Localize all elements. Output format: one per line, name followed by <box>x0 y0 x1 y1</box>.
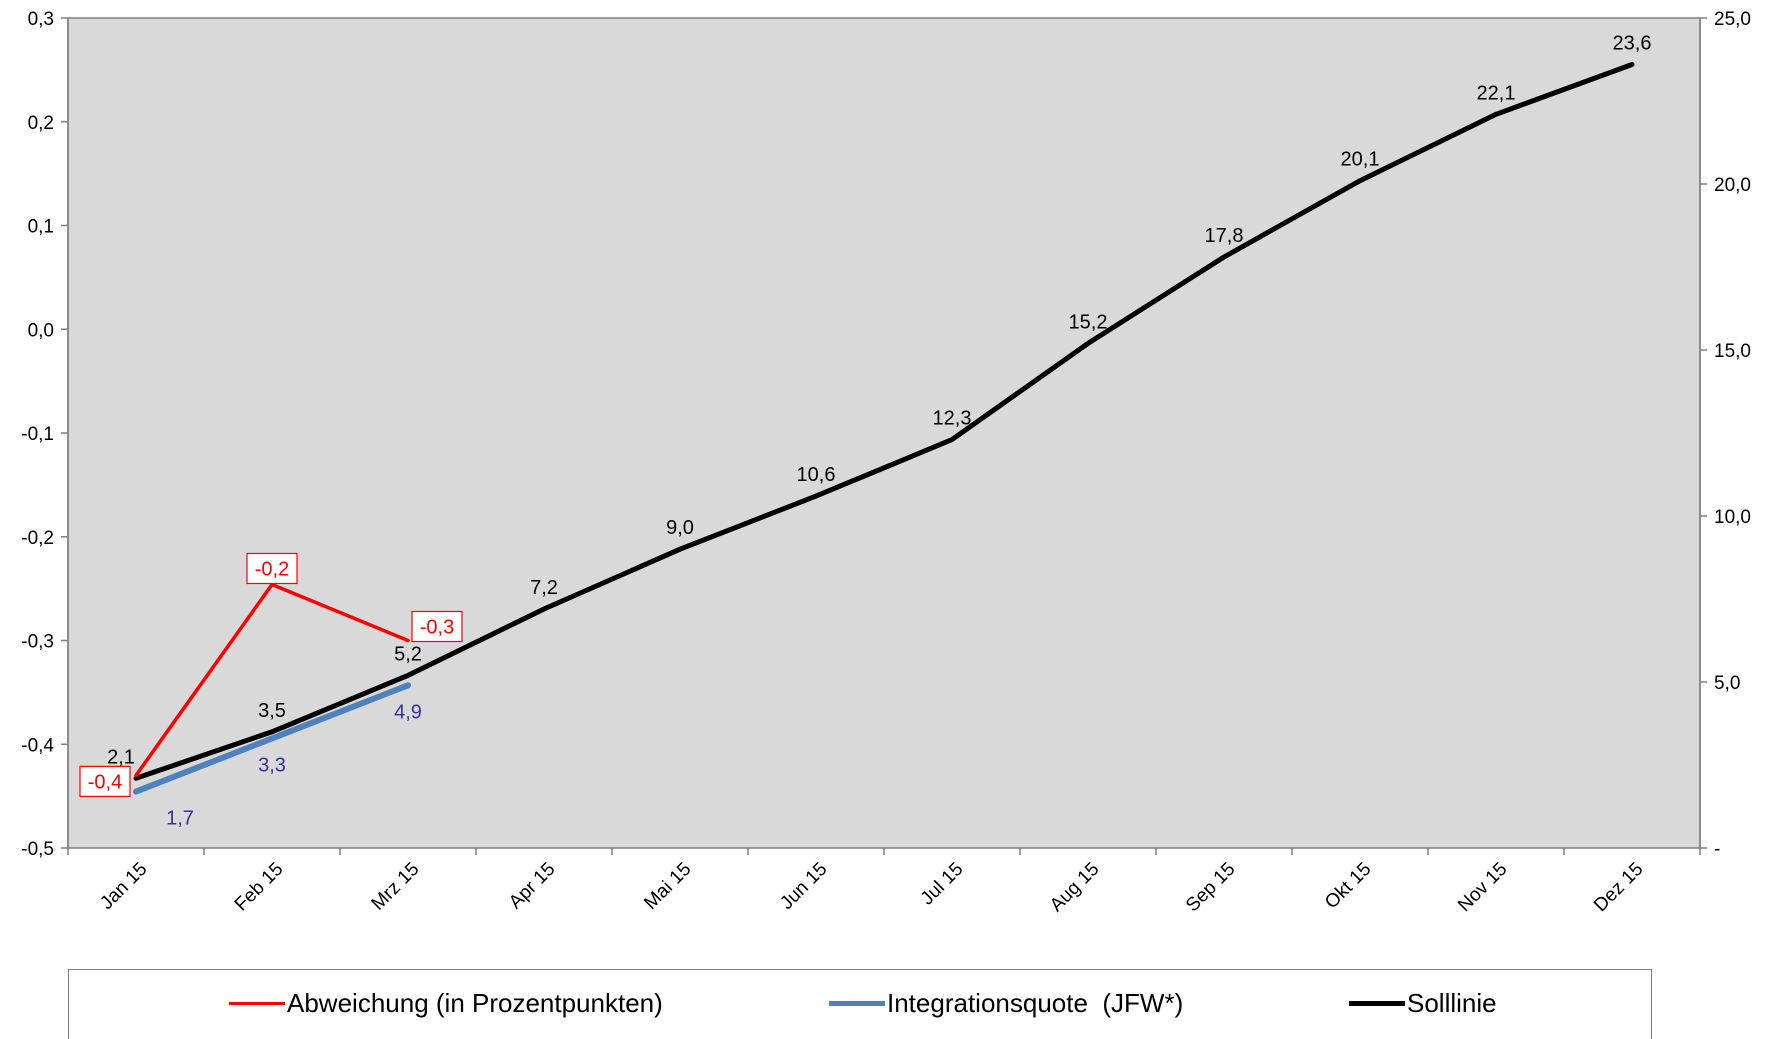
data-label-box <box>79 765 131 797</box>
left-tick-label: -0,5 <box>21 839 54 860</box>
data-label-solllinie: 3,5 <box>258 700 286 722</box>
data-label-abweichung: -0,2 <box>255 558 289 580</box>
data-label-box <box>246 552 298 585</box>
data-label-solllinie: 22,1 <box>1477 82 1516 104</box>
left-tick-label: 0,3 <box>28 9 54 30</box>
right-tick-label: - <box>1714 839 1720 860</box>
x-tick-label: Jul 15 <box>917 859 968 910</box>
series-line-2 <box>133 62 1635 781</box>
legend-swatch-blue <box>829 1001 885 1006</box>
series-lines <box>133 62 1635 795</box>
left-tick-label: 0,0 <box>28 320 54 341</box>
x-tick-label: Nov 15 <box>1454 859 1511 916</box>
x-tick-label: Mrz 15 <box>368 859 424 915</box>
data-label-integrationsquote: 1,7 <box>166 808 194 830</box>
legend-item-integrationsquote: Integrationsquote (JFW*) <box>829 988 1183 1019</box>
data-label-solllinie: 12,3 <box>933 408 972 430</box>
x-tick-label: Feb 15 <box>231 859 288 916</box>
right-tick-label: 5,0 <box>1714 673 1740 694</box>
series-line-0 <box>134 582 410 778</box>
legend: Abweichung (in Prozentpunkten) Integrati… <box>68 969 1652 1039</box>
data-label-abweichung: -0,3 <box>420 617 454 639</box>
data-label-solllinie: 23,6 <box>1613 32 1652 54</box>
left-tick-label: -0,2 <box>21 528 54 549</box>
left-tick-label: -0,3 <box>21 632 54 653</box>
x-tick-label: Sep 15 <box>1182 859 1239 916</box>
x-tick-label: Dez 15 <box>1590 859 1647 916</box>
right-tick-label: 25,0 <box>1714 9 1751 30</box>
data-label-solllinie: 17,8 <box>1205 225 1244 247</box>
x-tick-label: Aug 15 <box>1046 859 1103 916</box>
legend-label: Solllinie <box>1407 988 1497 1018</box>
legend-item-solllinie: Solllinie <box>1349 988 1497 1019</box>
data-label-solllinie: 2,1 <box>107 746 135 768</box>
data-label-solllinie: 7,2 <box>530 577 558 599</box>
x-tick-label: Okt 15 <box>1321 859 1375 913</box>
data-label-solllinie: 15,2 <box>1069 311 1108 333</box>
data-label-solllinie: 20,1 <box>1341 149 1380 171</box>
left-tick-label: 0,2 <box>28 113 54 134</box>
data-label-abweichung: -0,4 <box>88 771 122 793</box>
x-tick-label: Jan 15 <box>96 859 151 914</box>
left-tick-label: 0,1 <box>28 217 54 238</box>
left-tick-label: -0,1 <box>21 424 54 445</box>
data-label-integrationsquote: 4,9 <box>394 701 422 723</box>
data-label-box <box>411 610 463 643</box>
legend-label: Abweichung (in Prozentpunkten) <box>287 988 663 1018</box>
data-label-solllinie: 10,6 <box>797 464 836 486</box>
data-label-integrationsquote: 3,3 <box>258 754 286 776</box>
legend-label: Integrationsquote (JFW*) <box>887 988 1184 1018</box>
series-line-1 <box>133 682 411 795</box>
data-label-solllinie: 9,0 <box>666 517 694 539</box>
x-tick-label: Apr 15 <box>505 859 559 913</box>
x-tick-label: Jun 15 <box>776 859 831 914</box>
data-labels: 2,1 3,5 5,2 7,2 9,0 10,6 12,3 15,2 17,8 20,1 22,1 2… <box>79 32 1652 830</box>
legend-swatch-red <box>229 1002 285 1005</box>
right-tick-label: 10,0 <box>1714 507 1751 528</box>
right-tick-label: 20,0 <box>1714 175 1751 196</box>
left-tick-label: -0,4 <box>21 735 54 756</box>
x-tick-label: Mai 15 <box>640 859 695 914</box>
right-tick-label: 15,0 <box>1714 341 1751 362</box>
data-label-solllinie: 5,2 <box>394 643 422 665</box>
legend-item-abweichung: Abweichung (in Prozentpunkten) <box>229 988 663 1019</box>
legend-swatch-black <box>1349 1001 1405 1006</box>
